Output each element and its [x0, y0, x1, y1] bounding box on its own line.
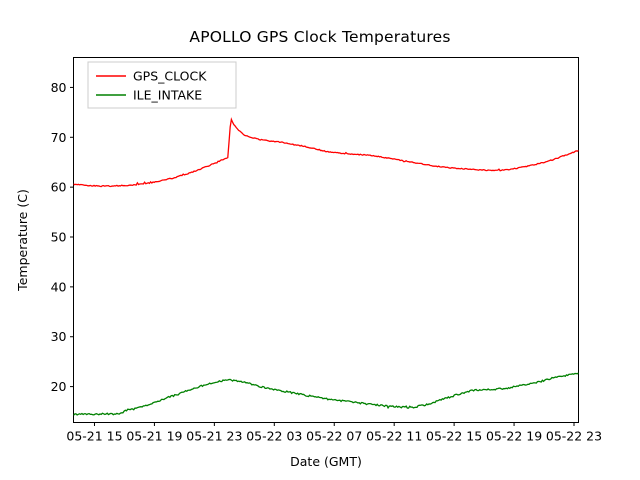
legend-label-gps-clock: GPS_CLOCK — [133, 69, 207, 84]
series-line-ile-intake — [73, 372, 579, 416]
legend-label-ile-intake: ILE_INTAKE — [133, 88, 202, 103]
x-tick-label: 05-21 23 — [186, 429, 242, 444]
x-tick-label: 05-21 15 — [66, 429, 122, 444]
y-tick-label: 80 — [51, 80, 67, 95]
y-tick-label: 50 — [51, 230, 67, 245]
y-tick-label: 20 — [51, 379, 67, 394]
x-axis-ticks: 05-21 15 05-21 19 05-21 23 05-22 03 05-22 07… — [66, 422, 602, 444]
y-tick-label: 70 — [51, 130, 67, 145]
y-tick-label: 30 — [51, 329, 67, 344]
y-axis-label: Temperature (C) — [15, 189, 30, 292]
x-tick-label: 05-21 19 — [126, 429, 182, 444]
data-series-layer — [73, 117, 579, 416]
chart-legend: GPS_CLOCK ILE_INTAKE — [87, 61, 237, 109]
x-tick-label: 05-22 07 — [306, 429, 362, 444]
y-tick-label: 60 — [51, 180, 67, 195]
x-axis-label: Date (GMT) — [290, 454, 362, 469]
chart-title: APOLLO GPS Clock Temperatures — [189, 28, 451, 46]
y-axis-ticks: 20 30 40 50 60 70 80 — [51, 80, 74, 394]
x-tick-label: 05-22 19 — [486, 429, 542, 444]
x-tick-label: 05-22 11 — [366, 429, 422, 444]
x-tick-label: 05-22 03 — [246, 429, 302, 444]
x-tick-label: 05-22 23 — [546, 429, 602, 444]
y-tick-label: 40 — [51, 279, 67, 294]
series-line-gps-clock — [73, 117, 579, 188]
legend-frame — [87, 61, 237, 109]
axes-frame — [73, 57, 579, 423]
x-tick-label: 05-22 15 — [426, 429, 482, 444]
